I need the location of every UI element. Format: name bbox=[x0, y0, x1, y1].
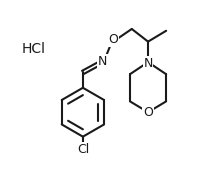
Text: N: N bbox=[143, 57, 153, 70]
Text: O: O bbox=[143, 106, 153, 119]
Text: Cl: Cl bbox=[77, 143, 89, 156]
Text: HCl: HCl bbox=[22, 42, 46, 56]
Text: N: N bbox=[98, 55, 107, 68]
Text: O: O bbox=[109, 33, 119, 46]
